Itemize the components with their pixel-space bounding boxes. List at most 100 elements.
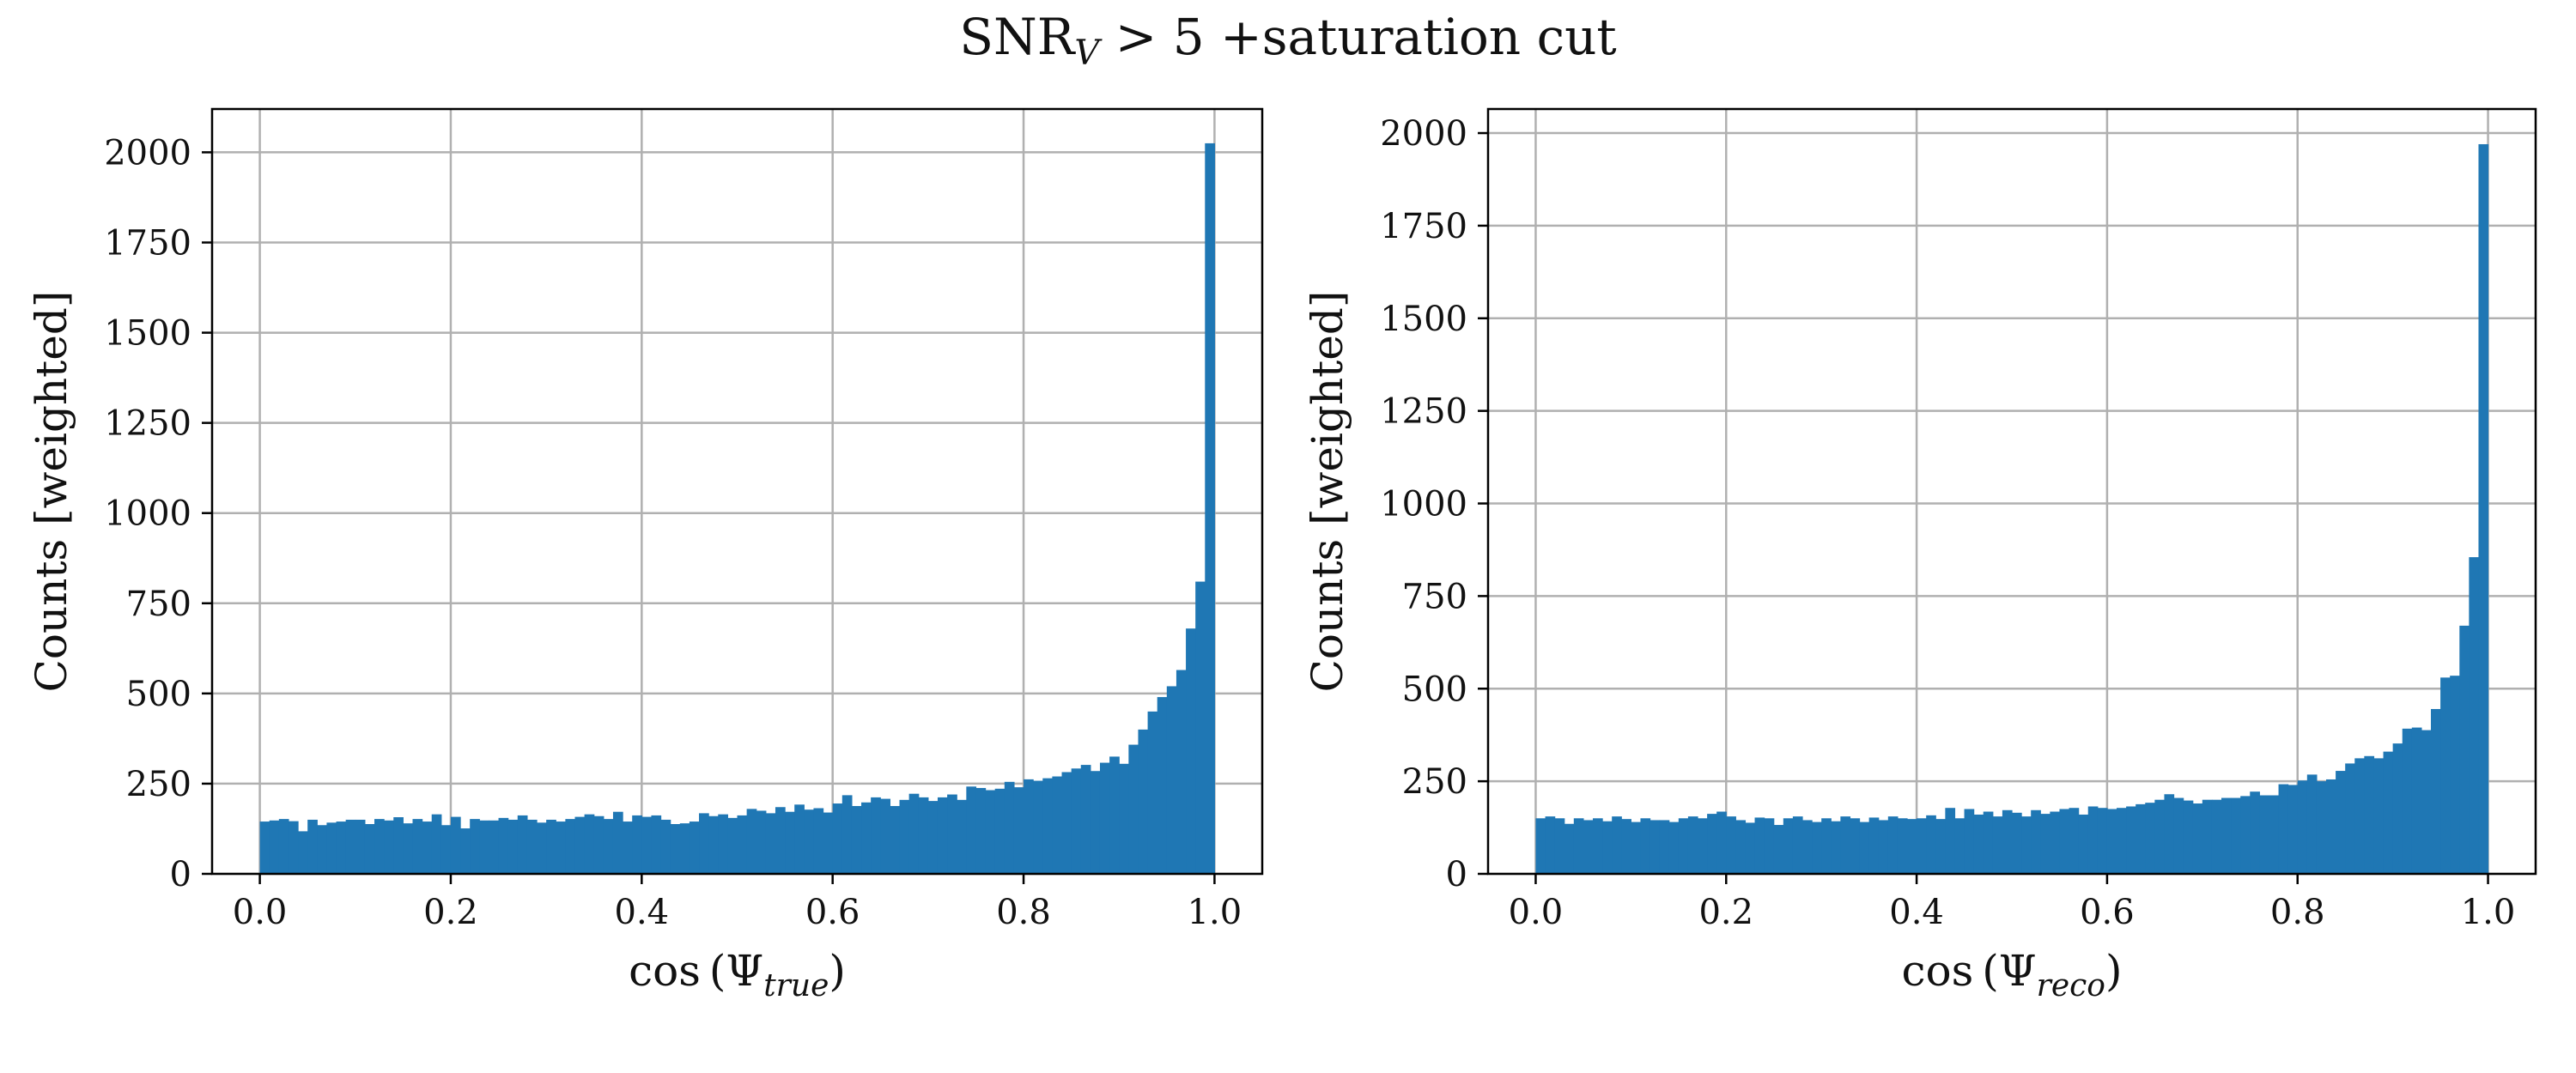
- histogram-bar: [1042, 778, 1053, 874]
- x-axis-label-symbol: Ψ: [1999, 946, 2037, 996]
- histogram-bar: [1783, 818, 1794, 874]
- x-tick-label: 1.0: [2461, 893, 2516, 932]
- histogram-bar: [785, 811, 795, 874]
- histogram-bar: [574, 816, 586, 874]
- histogram-bar: [2383, 751, 2394, 874]
- histogram-bar: [307, 819, 318, 874]
- histogram-bar: [2002, 809, 2013, 874]
- x-axis-label-open-paren: (: [701, 946, 726, 996]
- histogram-bar: [450, 816, 461, 874]
- figure-title-main: SNR: [959, 8, 1076, 66]
- histogram-bar: [364, 824, 375, 874]
- x-axis-label-open-paren: (: [1973, 946, 1999, 996]
- histogram-bar: [470, 819, 480, 874]
- histogram-bar: [2021, 816, 2032, 874]
- histogram-bar: [1147, 711, 1158, 874]
- histogram-bar: [2326, 779, 2336, 874]
- histogram-bar: [2316, 781, 2327, 874]
- histogram-bar: [2287, 785, 2299, 874]
- histogram-bar: [670, 824, 681, 874]
- histogram-bar: [1071, 768, 1082, 874]
- histogram-bar: [927, 801, 939, 874]
- histogram-bar: [2164, 794, 2175, 874]
- histogram-bar: [880, 798, 890, 874]
- histogram-bar: [1195, 581, 1206, 874]
- histogram-bar: [2250, 791, 2260, 874]
- histogram-bar: [957, 799, 967, 874]
- histogram-bar: [2136, 803, 2146, 874]
- histogram-bar: [2183, 800, 2194, 874]
- histogram-bar: [2126, 806, 2136, 874]
- y-tick-label: 1250: [104, 404, 191, 444]
- histogram-bar: [517, 815, 528, 874]
- histogram-bar: [336, 821, 347, 874]
- histogram-bar: [756, 810, 767, 874]
- histogram-bar: [908, 793, 920, 874]
- histogram-bar: [403, 823, 414, 874]
- histogram-bar: [1013, 787, 1024, 874]
- histogram-bar: [937, 797, 948, 874]
- histogram-bar: [804, 809, 815, 874]
- histogram-bar: [288, 821, 299, 874]
- histogram-bar: [1878, 820, 1889, 874]
- histogram-bar: [1954, 818, 1965, 874]
- histogram-bar: [1593, 818, 1603, 874]
- histogram-bar: [269, 820, 280, 874]
- histogram-bar: [632, 815, 642, 874]
- histogram-bar: [947, 794, 957, 874]
- plot-frame: [210, 107, 1264, 876]
- histogram-bar: [412, 819, 423, 874]
- histogram-bar: [2221, 797, 2232, 874]
- histogram-bar: [1726, 816, 1736, 874]
- y-tick-label: 250: [1402, 762, 1467, 802]
- histogram-bar: [2336, 771, 2346, 874]
- x-tick-label: 0.2: [423, 893, 478, 932]
- histogram-bar: [1754, 817, 1765, 874]
- histogram-bar: [823, 812, 834, 874]
- histogram-bar: [440, 825, 452, 874]
- histogram-bar: [612, 811, 623, 874]
- y-tick-label: 1000: [1380, 485, 1467, 524]
- x-axis-label: cos (Ψreco): [1902, 946, 2123, 1003]
- histogram-bar: [737, 815, 748, 874]
- plot-frame: [1486, 107, 2537, 876]
- histogram-bar: [832, 803, 843, 874]
- histogram-bar: [851, 805, 862, 874]
- histogram-bar: [537, 822, 547, 874]
- histogram-bar: [2364, 755, 2375, 874]
- histogram-bar: [1573, 818, 1584, 874]
- histogram-bar: [2402, 728, 2413, 874]
- x-tick-label: 0.4: [1889, 893, 1944, 932]
- histogram-bar: [1138, 729, 1149, 874]
- histogram-bar: [479, 820, 490, 874]
- y-tick-label: 750: [1402, 577, 1467, 616]
- x-axis-label: cos (Ψtrue): [629, 946, 846, 1003]
- histogram-bar: [2297, 780, 2308, 874]
- x-tick-label: 0.6: [805, 893, 860, 932]
- histogram-bar: [1992, 816, 2003, 874]
- histogram-bar: [1659, 820, 1670, 874]
- histogram-bar: [431, 814, 442, 874]
- histogram-bar: [1859, 821, 1870, 874]
- histogram-bar: [2117, 808, 2127, 874]
- histogram-bar: [2345, 763, 2355, 874]
- y-tick-label: 0: [1446, 855, 1467, 894]
- histogram-bar: [1792, 816, 1803, 874]
- histogram-bar: [1649, 820, 1661, 874]
- histogram-bar: [1621, 819, 1631, 874]
- x-tick-label: 0.8: [996, 893, 1051, 932]
- histogram-bar: [1176, 670, 1187, 874]
- histogram-bar: [1564, 823, 1575, 874]
- y-tick-label: 250: [126, 765, 191, 804]
- histogram-bar: [679, 823, 690, 874]
- histogram-bar: [259, 821, 270, 874]
- x-axis-label-close-paren: ): [829, 946, 846, 996]
- histogram-bar: [1668, 821, 1680, 874]
- histogram-bar: [1897, 818, 1908, 874]
- histogram-bar: [2012, 812, 2022, 874]
- histogram-bar: [1887, 816, 1899, 874]
- y-tick-label: 1500: [104, 314, 191, 354]
- histogram-bar: [1602, 821, 1613, 874]
- histogram-bar: [1033, 780, 1043, 874]
- histogram-bar: [1707, 814, 1717, 874]
